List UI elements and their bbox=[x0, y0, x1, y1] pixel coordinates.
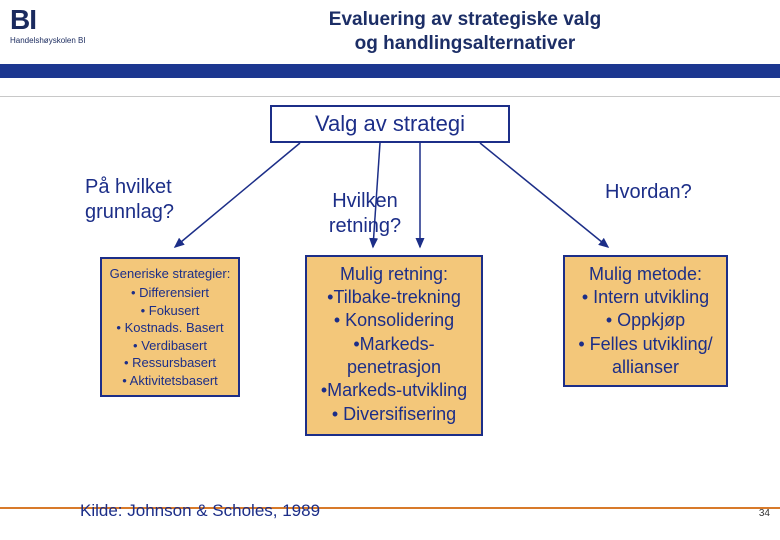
q-mid-l1: Hvilken bbox=[332, 190, 398, 212]
page-title: Evaluering av strategiske valg og handli… bbox=[160, 8, 770, 56]
arrow-to-left bbox=[175, 143, 300, 247]
page-number: 34 bbox=[759, 508, 770, 519]
box-left-item: • Ressursbasert bbox=[106, 354, 234, 372]
q-mid-l2: retning? bbox=[329, 215, 401, 237]
question-middle: Hvilken retning? bbox=[315, 189, 415, 239]
box-left-header: Generiske strategier: bbox=[106, 265, 234, 283]
title-line-1: Evaluering av strategiske valg bbox=[329, 9, 601, 30]
box-left-item: • Verdibasert bbox=[106, 337, 234, 355]
q-left-l1: På hvilket bbox=[85, 176, 172, 198]
header: BI Handelshøyskolen BI Evaluering av str… bbox=[0, 0, 780, 58]
box-left-item: • Differensiert bbox=[106, 284, 234, 302]
logo-area: BI Handelshøyskolen BI bbox=[10, 4, 160, 48]
title-line-2: og handlingsalternativer bbox=[355, 33, 576, 54]
box-mid-item: •Markeds-penetrasjon bbox=[311, 333, 477, 380]
header-bar bbox=[0, 64, 780, 78]
box-mid-item: • Diversifisering bbox=[311, 403, 477, 426]
title-area: Evaluering av strategiske valg og handli… bbox=[160, 4, 770, 56]
box-right-header: Mulig metode: bbox=[569, 263, 722, 286]
box-mid-item: • Konsolidering bbox=[311, 309, 477, 332]
box-mid-header: Mulig retning: bbox=[311, 263, 477, 286]
box-left-item: • Kostnads. Basert bbox=[106, 319, 234, 337]
question-right: Hvordan? bbox=[605, 181, 692, 204]
box-generic-strategies: Generiske strategier: • Differensiert • … bbox=[100, 257, 240, 398]
box-right-item: • Oppkjøp bbox=[569, 309, 722, 332]
box-right-item: • Felles utvikling/ allianser bbox=[569, 333, 722, 380]
logo-sub: Handelshøyskolen BI bbox=[10, 36, 86, 45]
box-direction: Mulig retning: •Tilbake-trekning • Konso… bbox=[305, 255, 483, 437]
logo-main: BI bbox=[10, 6, 86, 34]
question-left: På hvilket grunnlag? bbox=[85, 175, 174, 225]
diagram: Valg av strategi På hvilket grunnlag? Hv… bbox=[0, 97, 780, 527]
arrow-to-right bbox=[480, 143, 608, 247]
top-box: Valg av strategi bbox=[270, 105, 510, 143]
box-left-item: • Aktivitetsbasert bbox=[106, 372, 234, 390]
source-text: Kilde: Johnson & Scholes, 1989 bbox=[80, 501, 320, 521]
box-left-item: • Fokusert bbox=[106, 302, 234, 320]
box-method: Mulig metode: • Intern utvikling • Oppkj… bbox=[563, 255, 728, 388]
box-mid-item: •Tilbake-trekning bbox=[311, 286, 477, 309]
q-left-l2: grunnlag? bbox=[85, 201, 174, 223]
box-mid-item: •Markeds-utvikling bbox=[311, 379, 477, 402]
box-right-item: • Intern utvikling bbox=[569, 286, 722, 309]
